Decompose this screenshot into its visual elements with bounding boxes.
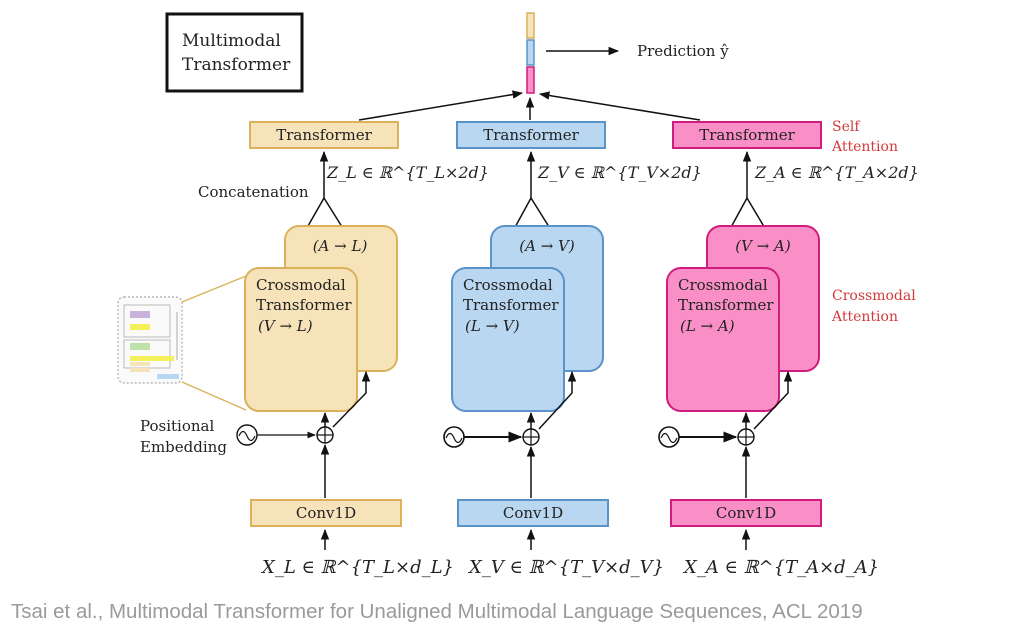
concatenation-label: Concatenation: [198, 183, 309, 201]
vision-conv1d-label: Conv1D: [503, 504, 563, 522]
audio-front-line-3: (L → A): [680, 317, 735, 335]
audio-crossmodal-front-block: [666, 267, 780, 412]
branch-vision: Transformer Z_V ∈ ℝ^{T_V×2d} (A → V) Cro…: [443, 121, 702, 578]
crossmodal-attention-label-2: Attention: [831, 309, 898, 325]
crossmodal-attention-label-1: Crossmodal: [832, 288, 916, 304]
vision-front-line-1: Crossmodal: [463, 276, 553, 294]
output-embedding-stack: [526, 12, 535, 94]
title-line-1: Multimodal: [182, 31, 281, 51]
vision-transformer-label: Transformer: [483, 126, 579, 144]
audio-z-label: Z_A ∈ ℝ^{T_A×2d}: [754, 163, 919, 182]
language-x-label: X_L ∈ ℝ^{T_L×d_L}: [260, 557, 454, 578]
citation-caption: Tsai et al., Multimodal Transformer for …: [11, 600, 863, 623]
vision-back-block-label: (A → V): [519, 237, 575, 255]
vision-crossmodal-front-block: [451, 267, 565, 412]
language-conv1d-label: Conv1D: [296, 504, 356, 522]
vision-z-label: Z_V ∈ ℝ^{T_V×2d}: [537, 163, 702, 182]
language-crossmodal-front-block: [244, 267, 358, 412]
audio-front-line-2: Transformer: [678, 296, 774, 314]
language-front-line-3: (V → L): [258, 317, 313, 335]
vision-x-label: X_V ∈ ℝ^{T_V×d_V}: [467, 557, 664, 578]
title-box: Multimodal Transformer: [165, 12, 304, 93]
language-back-block-label: (A → L): [313, 237, 368, 255]
vision-transformer-box: [456, 121, 606, 149]
audio-conv1d-box: [670, 499, 822, 527]
audio-back-block-label: (V → A): [735, 237, 791, 255]
positional-label-1: Positional: [140, 417, 214, 435]
branch-audio: Transformer Z_A ∈ ℝ^{T_A×2d} (V → A) Cro…: [658, 121, 919, 578]
language-transformer-label: Transformer: [276, 126, 372, 144]
language-z-label: Z_L ∈ ℝ^{T_L×2d}: [326, 163, 489, 182]
audio-x-label: X_A ∈ ℝ^{T_A×d_A}: [682, 557, 879, 578]
language-to-output-arrow: [358, 90, 524, 121]
self-attention-label-2: Attention: [831, 139, 898, 155]
audio-conv1d-label: Conv1D: [716, 504, 776, 522]
title-line-2: Transformer: [182, 55, 291, 75]
audio-transformer-label: Transformer: [699, 126, 795, 144]
vision-conv1d-box: [457, 499, 609, 527]
language-front-line-1: Crossmodal: [256, 276, 346, 294]
branch-language: Transformer Z_L ∈ ℝ^{T_L×2d} (A → L) Cro…: [236, 121, 489, 578]
language-conv1d-box: [250, 499, 402, 527]
language-transformer-box: [249, 121, 399, 149]
self-attention-label-1: Self: [832, 119, 861, 135]
audio-to-output-arrow: [538, 91, 701, 121]
language-front-line-2: Transformer: [256, 296, 352, 314]
zoom-inset-thumbnail: [117, 275, 247, 411]
audio-transformer-box: [672, 121, 822, 149]
vision-front-line-2: Transformer: [463, 296, 559, 314]
audio-front-line-1: Crossmodal: [678, 276, 768, 294]
vision-front-line-3: (L → V): [465, 317, 520, 335]
prediction-label: Prediction ŷ: [637, 42, 729, 60]
positional-label-2: Embedding: [140, 438, 227, 456]
